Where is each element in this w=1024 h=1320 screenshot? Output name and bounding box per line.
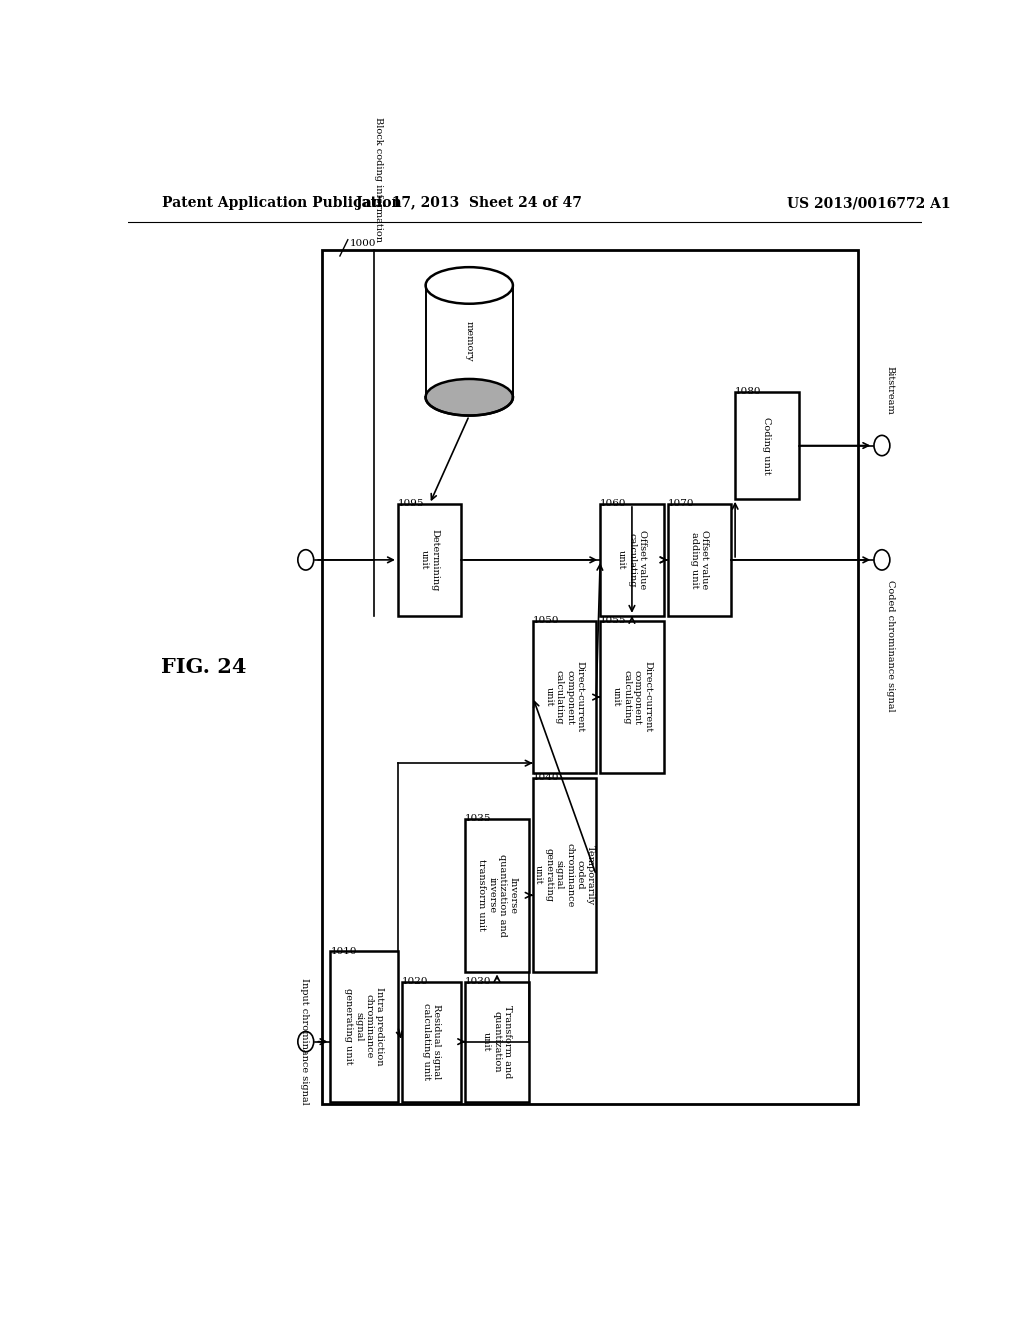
Text: 1035: 1035 bbox=[465, 814, 492, 824]
Text: 1090: 1090 bbox=[456, 273, 482, 282]
Ellipse shape bbox=[426, 379, 513, 416]
Bar bbox=[426, 285, 513, 397]
Text: Transform and
quantization
unit: Transform and quantization unit bbox=[482, 1005, 512, 1078]
Bar bbox=[465, 818, 528, 972]
Text: Intra prediction
chrominance
signal
generating unit: Intra prediction chrominance signal gene… bbox=[344, 987, 384, 1065]
Bar bbox=[397, 504, 461, 615]
Text: 1095: 1095 bbox=[397, 499, 424, 508]
Text: 1060: 1060 bbox=[600, 499, 627, 508]
Text: Input chrominance signal: Input chrominance signal bbox=[300, 978, 309, 1105]
Text: Bitstream: Bitstream bbox=[886, 366, 895, 414]
Bar bbox=[600, 620, 664, 774]
Text: Offset value
adding unit: Offset value adding unit bbox=[690, 531, 709, 590]
Text: 1070: 1070 bbox=[668, 499, 694, 508]
Text: Coded chrominance signal: Coded chrominance signal bbox=[886, 581, 895, 711]
Text: 1050: 1050 bbox=[532, 616, 559, 624]
Text: US 2013/0016772 A1: US 2013/0016772 A1 bbox=[786, 195, 950, 210]
Text: Patent Application Publication: Patent Application Publication bbox=[162, 195, 401, 210]
Bar bbox=[668, 504, 731, 615]
Bar bbox=[401, 982, 461, 1102]
Text: 1010: 1010 bbox=[331, 948, 357, 956]
Text: Inverse
quantization and
inverse
transform unit: Inverse quantization and inverse transfo… bbox=[477, 854, 517, 937]
Text: memory: memory bbox=[465, 321, 474, 362]
Text: Direct-current
component
calculating
unit: Direct-current component calculating uni… bbox=[611, 661, 652, 733]
Text: Offset value
calculating
unit: Offset value calculating unit bbox=[617, 531, 647, 590]
Text: 1000: 1000 bbox=[350, 239, 377, 248]
Bar bbox=[532, 779, 596, 972]
Text: 1030: 1030 bbox=[465, 977, 492, 986]
Bar bbox=[532, 620, 596, 774]
Text: Direct-current
component
calculating
unit: Direct-current component calculating uni… bbox=[545, 661, 585, 733]
Text: 1080: 1080 bbox=[735, 387, 762, 396]
Bar bbox=[323, 249, 858, 1104]
Text: Block coding information: Block coding information bbox=[374, 116, 383, 242]
Text: Determining
unit: Determining unit bbox=[420, 529, 439, 591]
Text: 1020: 1020 bbox=[401, 977, 428, 986]
Text: Residual signal
calculating unit: Residual signal calculating unit bbox=[422, 1003, 441, 1080]
Text: FIG. 24: FIG. 24 bbox=[161, 656, 246, 677]
Text: Coding unit: Coding unit bbox=[762, 417, 771, 474]
Text: 1040: 1040 bbox=[532, 774, 559, 783]
Bar bbox=[600, 504, 664, 615]
Text: 1055: 1055 bbox=[600, 616, 627, 624]
Ellipse shape bbox=[426, 267, 513, 304]
Bar bbox=[331, 952, 398, 1102]
Text: Jan. 17, 2013  Sheet 24 of 47: Jan. 17, 2013 Sheet 24 of 47 bbox=[356, 195, 583, 210]
Text: Temporarily
coded
chrominance
signal
generating
unit: Temporarily coded chrominance signal gen… bbox=[534, 842, 595, 907]
Bar bbox=[735, 392, 799, 499]
Bar bbox=[465, 982, 528, 1102]
